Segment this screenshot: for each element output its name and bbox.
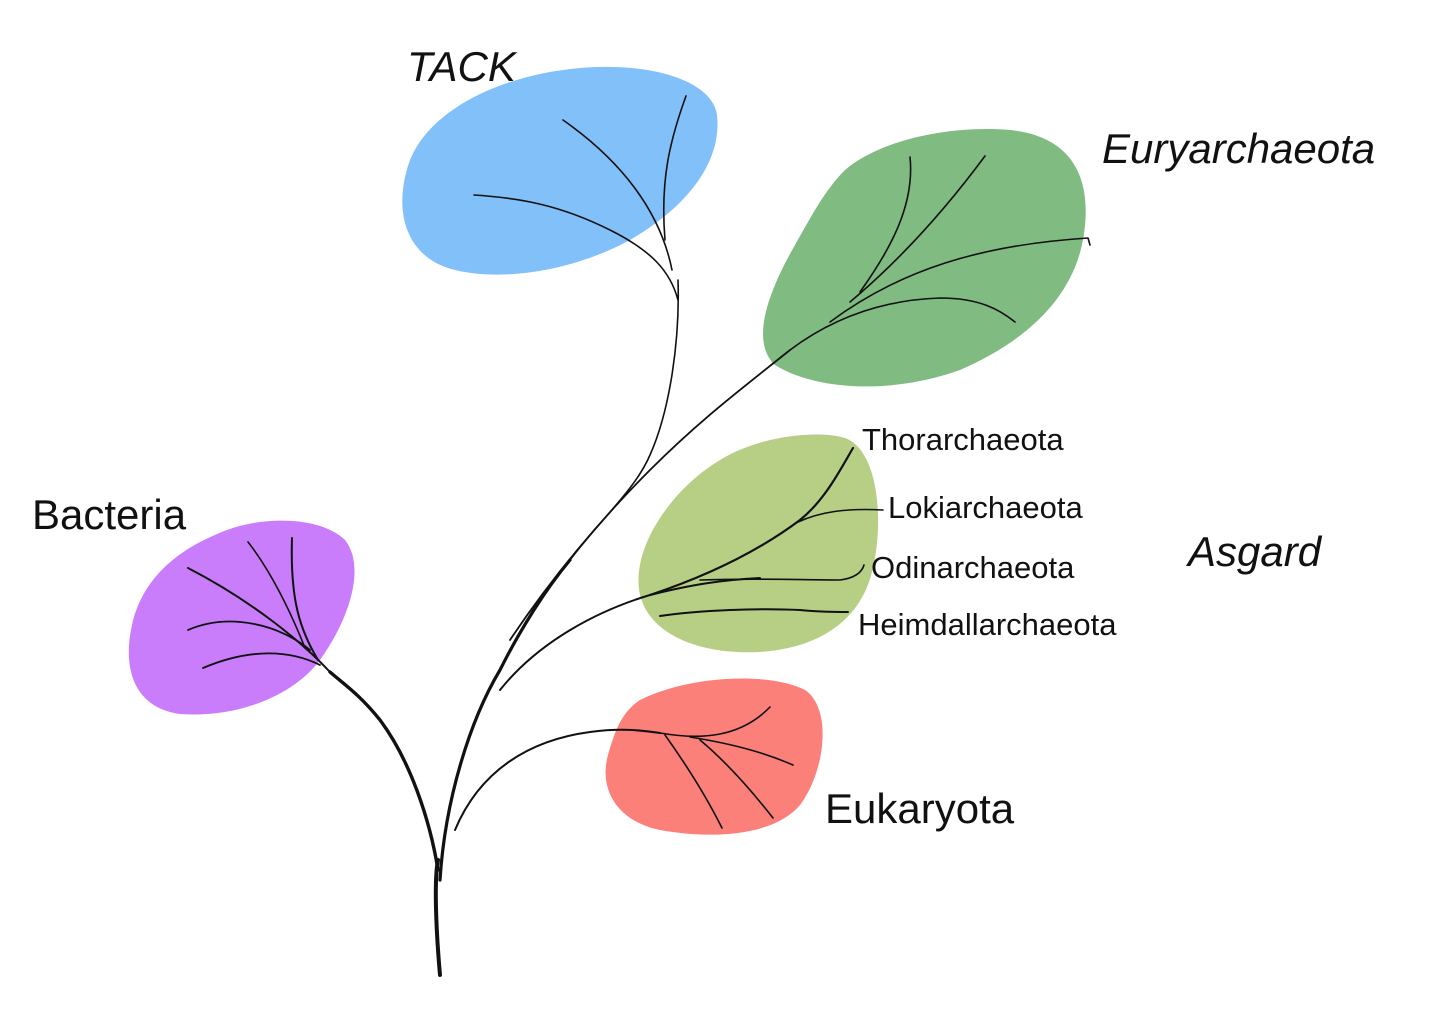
trunk-left-branch: [328, 670, 440, 872]
bacteria-label: Bacteria: [32, 491, 187, 538]
heimdallarchaeota-label: Heimdallarchaeota: [858, 607, 1117, 642]
asgard-twig-thorarchaeota: [648, 446, 855, 597]
euryarchaeota-twig-3: [849, 155, 986, 303]
asgard-twig-heimdallarchaeota: [659, 608, 849, 617]
bacteria-twig-3: [247, 541, 306, 649]
stem-to-euryarchaeota: [509, 349, 791, 641]
eukaryota-twig-3: [699, 739, 774, 819]
tack-twig-1: [473, 194, 679, 301]
stem-to-eukaryota: [454, 728, 661, 831]
asgard-label: Asgard: [1188, 528, 1322, 575]
tack-twig-3: [662, 95, 687, 241]
bacteria-twig-2: [290, 537, 319, 661]
asgard-twig-odinarchaeota: [699, 564, 865, 581]
tack-blob: [402, 66, 718, 275]
euryarchaeota-label: Euryarchaeota: [1102, 125, 1376, 172]
bacteria-twig-5: [202, 652, 321, 669]
odinarchaeota-label: Odinarchaeota: [871, 550, 1075, 585]
euryarchaeota-twig-2: [829, 237, 1091, 323]
euryarchaeota-twig-4: [859, 156, 912, 293]
trunk-right-branch: [438, 558, 572, 882]
tack-twig-2: [562, 119, 673, 271]
eukaryota-label: Eukaryota: [825, 785, 1015, 832]
eukaryota-twig-1: [659, 706, 771, 738]
bacteria-twig-4: [187, 620, 311, 651]
bacteria-blob: [128, 520, 355, 715]
asgard-blob: [638, 434, 879, 653]
eukaryota-twig-2: [689, 736, 794, 766]
eukaryota-blob: [605, 678, 823, 835]
stem-to-asgard: [499, 577, 761, 691]
euryarchaeota-twig-1: [789, 297, 1016, 351]
asgard-twig-lokiarchaeota: [797, 508, 884, 523]
tack-label: TACK: [407, 43, 516, 90]
eukaryota-twig-4: [664, 734, 723, 829]
euryarchaeota-blob: [763, 129, 1086, 387]
lokiarchaeota-label: Lokiarchaeota: [888, 490, 1083, 525]
thorarchaeota-label: Thorarchaeota: [862, 422, 1064, 457]
